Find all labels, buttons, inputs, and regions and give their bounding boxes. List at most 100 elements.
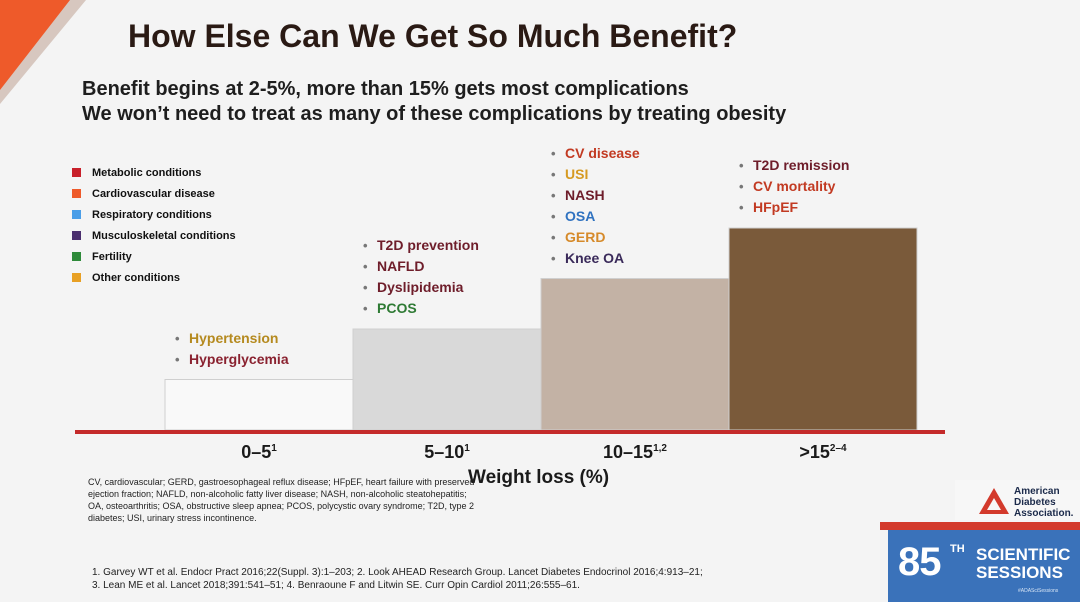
ada-line-1: American (1014, 486, 1060, 497)
legend-label: Musculoskeletal conditions (92, 229, 236, 242)
annotation-item: • PCOS (363, 298, 479, 319)
legend-swatch (72, 210, 81, 219)
category-text: 5–10 (424, 442, 465, 462)
session-suffix: TH (950, 543, 965, 555)
category-citation: 1 (464, 443, 470, 454)
legend-label: Cardiovascular disease (92, 187, 215, 200)
ada-line-3: Association. (1014, 508, 1074, 519)
annotation-text: T2D remission (753, 157, 850, 173)
annotation-item: • T2D prevention (363, 235, 479, 256)
ada-logo-panel (955, 480, 1080, 520)
annotation-item: • NASH (551, 185, 640, 206)
category-tick-label: 10–151,2 (603, 442, 667, 463)
annotation-item: • Knee OA (551, 248, 640, 269)
legend-swatch (72, 273, 81, 282)
bullet-icon: • (739, 179, 744, 194)
category-text: 0–5 (241, 442, 272, 462)
annotation-item: • Hyperglycemia (175, 349, 289, 370)
annotation-text: NAFLD (377, 258, 425, 274)
bullet-icon: • (551, 166, 556, 182)
bar-annotation-list: • Hypertension • Hyperglycemia (175, 328, 289, 370)
annotation-text: Hyperglycemia (189, 350, 289, 367)
bullet-icon: • (175, 330, 180, 346)
bar-annotation-list: • CV disease • USI • NASH • OSA • GERD • Knee OA (551, 143, 640, 269)
bullet-icon: • (551, 208, 556, 224)
slide-title: How Else Can We Get So Much Benefit? (128, 18, 738, 54)
bullet-icon: • (363, 301, 368, 316)
bar (164, 379, 354, 431)
annotation-text: USI (565, 165, 589, 182)
bullet-icon: • (739, 200, 744, 215)
session-title-line-1: SCIENTIFIC (976, 545, 1071, 564)
legend-label: Metabolic conditions (92, 166, 202, 179)
category-citation: 1 (271, 443, 277, 454)
legend-swatch (72, 189, 81, 198)
annotation-text: CV disease (565, 144, 640, 161)
banner-red-stripe (880, 522, 1080, 530)
legend-swatch (72, 231, 81, 240)
corner-accent (0, 0, 70, 90)
annotation-item: • GERD (551, 227, 640, 248)
annotation-text: OSA (565, 207, 596, 224)
bullet-icon: • (551, 187, 556, 203)
subtitle-line-1: Benefit begins at 2-5%, more than 15% ge… (82, 78, 689, 100)
bar (540, 278, 730, 431)
legend-swatch (72, 168, 81, 177)
category-text: 10–15 (603, 442, 654, 462)
legend-item: Musculoskeletal conditions (72, 225, 236, 246)
legend-item: Respiratory conditions (72, 204, 236, 225)
scientific-sessions-banner (888, 530, 1080, 602)
category-citation: 2–4 (829, 443, 847, 454)
references-line-2: 3. Lean ME et al. Lancet 2018;391:541–51… (92, 580, 580, 591)
bullet-icon: • (551, 145, 556, 161)
annotation-text: Dyslipidemia (377, 279, 464, 295)
bar (728, 227, 918, 431)
session-title: SCIENTIFIC SESSIONS (976, 546, 1070, 582)
annotation-text: GERD (565, 228, 606, 245)
bullet-icon: • (363, 238, 368, 253)
session-hashtag: #ADASciSessions (1018, 588, 1059, 594)
bullet-icon: • (551, 229, 556, 245)
bar-annotation-list: • T2D prevention • NAFLD • Dyslipidemia • PCOS (363, 235, 479, 319)
subtitle-line-2: We won’t need to treat as many of these … (82, 103, 787, 125)
ada-wordmark: American Diabetes Association. (1014, 486, 1073, 519)
bullet-icon: • (739, 158, 744, 173)
references-footnote: 1. Garvey WT et al. Endocr Pract 2016;22… (92, 566, 703, 592)
legend-item: Cardiovascular disease (72, 183, 236, 204)
legend-label: Fertility (92, 250, 132, 263)
annotation-text: Hypertension (189, 329, 279, 346)
annotation-text: NASH (565, 186, 605, 203)
legend-item: Metabolic conditions (72, 162, 236, 183)
x-axis-label: Weight loss (%) (468, 467, 610, 488)
legend-item: Fertility (72, 246, 236, 267)
category-citation: 1,2 (653, 443, 667, 454)
annotation-item: • CV mortality (739, 176, 849, 197)
legend-item: Other conditions (72, 267, 236, 288)
annotation-text: HFpEF (753, 199, 799, 215)
annotation-item: • Hypertension (175, 328, 289, 349)
abbreviations-footnote: CV, cardiovascular; GERD, gastroesophage… (88, 477, 475, 523)
annotation-item: • Dyslipidemia (363, 277, 479, 298)
annotation-text: T2D prevention (377, 237, 479, 253)
annotation-text: PCOS (377, 300, 417, 316)
legend-swatch (72, 252, 81, 261)
annotation-item: • OSA (551, 206, 640, 227)
annotation-item: • T2D remission (739, 155, 849, 176)
legend-label: Respiratory conditions (92, 208, 212, 221)
annotation-item: • USI (551, 164, 640, 185)
category-tick-label: 5–101 (424, 442, 470, 463)
legend-label: Other conditions (92, 271, 180, 284)
category-tick-label: >152–4 (799, 442, 846, 463)
bar-annotation-list: • T2D remission • CV mortality • HFpEF (739, 155, 849, 218)
bullet-icon: • (175, 351, 180, 367)
annotation-text: Knee OA (565, 249, 625, 266)
bullet-icon: • (551, 250, 556, 266)
session-title-line-2: SESSIONS (976, 563, 1063, 582)
bullet-icon: • (363, 259, 368, 274)
x-axis-line (75, 430, 945, 434)
category-tick-label: 0–51 (241, 442, 277, 463)
annotation-item: • NAFLD (363, 256, 479, 277)
annotation-item: • HFpEF (739, 197, 849, 218)
references-line-1: 1. Garvey WT et al. Endocr Pract 2016;22… (92, 567, 703, 578)
